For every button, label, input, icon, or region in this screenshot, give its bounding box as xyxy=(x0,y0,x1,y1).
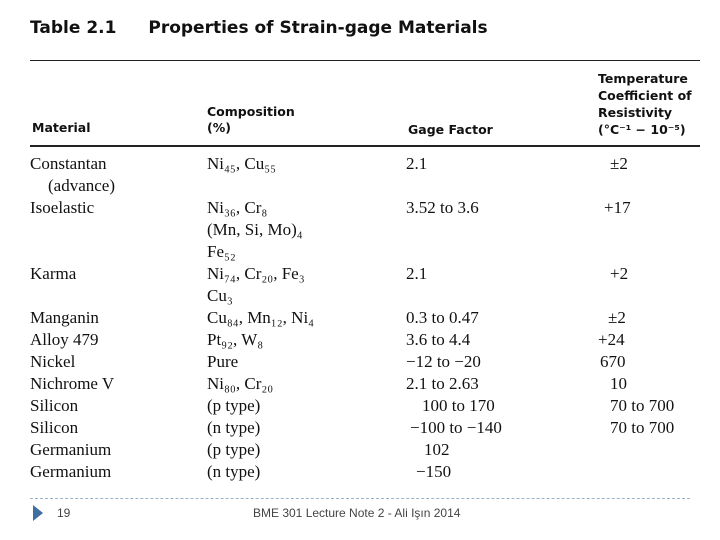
table-row-gage-factor: 2.1 xyxy=(406,264,428,283)
header-tcr-line2: Coefficient of xyxy=(598,88,692,103)
header-tcr-line1: Temperature xyxy=(598,71,688,86)
table-row-composition: Ni₄₅, Cu₅₅ xyxy=(207,154,277,173)
table-row-material: Germanium xyxy=(30,440,112,459)
table-row-composition-cont: Cu₃ xyxy=(207,286,233,305)
footer-divider xyxy=(30,498,690,499)
table-row-gage-factor: −150 xyxy=(416,462,452,481)
table-caption: Properties of Strain-gage Materials xyxy=(148,18,488,38)
table-row-composition-cont: Fe₅₂ xyxy=(207,242,236,261)
table-row-composition: Ni₈₀, Cr₂₀ xyxy=(207,374,274,393)
table-row-composition-cont: (Mn, Si, Mo)₄ xyxy=(207,220,303,239)
table-row-tcr: ±2 xyxy=(610,154,628,173)
table-row-composition: Ni₇₄, Cr₂₀, Fe₃ xyxy=(207,264,305,283)
header-composition-line2: (%) xyxy=(207,120,231,135)
table-row-composition: (p type) xyxy=(207,440,261,459)
table-row-gage-factor: 3.52 to 3.6 xyxy=(406,198,479,217)
footer-arrow-icon xyxy=(33,505,43,521)
table-row-tcr: ±2 xyxy=(608,308,626,327)
page-number: 19 xyxy=(57,506,71,520)
table-row-material: Silicon xyxy=(30,396,79,415)
table-row-composition: Ni₃₆, Cr₈ xyxy=(207,198,268,217)
table-row-tcr: 10 xyxy=(610,374,627,393)
header-rule xyxy=(30,145,700,147)
footer-text: BME 301 Lecture Note 2 - Ali Işın 2014 xyxy=(253,506,461,520)
table-row-composition: (n type) xyxy=(207,462,261,481)
table-row-composition: Pt₉₂, W₈ xyxy=(207,330,264,349)
table-row-material: Silicon xyxy=(30,418,79,437)
table-row-gage-factor: 100 to 170 xyxy=(422,396,495,415)
header-composition: Composition (%) xyxy=(207,104,295,136)
table-title: Table 2.1 Properties of Strain-gage Mate… xyxy=(30,18,488,38)
header-tcr-line4: (°C⁻¹ − 10⁻⁵) xyxy=(598,122,686,137)
table-row-material-cont: (advance) xyxy=(48,176,116,195)
table-row-tcr: +2 xyxy=(610,264,629,283)
table-row-material: Nickel xyxy=(30,352,76,371)
table-row-material: Manganin xyxy=(30,308,99,327)
header-material: Material xyxy=(32,120,91,135)
table-row-material: Nichrome V xyxy=(30,374,115,393)
table-row-composition: Cu₈₄, Mn₁₂, Ni₄ xyxy=(207,308,315,327)
table-row-tcr: 70 to 700 xyxy=(610,418,675,437)
table-row-gage-factor: −12 to −20 xyxy=(406,352,481,371)
header-gage-factor: Gage Factor xyxy=(408,122,493,137)
table-row-tcr: 70 to 700 xyxy=(610,396,675,415)
table-row-material: Isoelastic xyxy=(30,198,95,217)
header-temperature-coefficient: Temperature Coefficient of Resistivity (… xyxy=(598,70,692,138)
top-rule xyxy=(30,60,700,61)
header-composition-line1: Composition xyxy=(207,104,295,119)
table-row-composition: Pure xyxy=(207,352,239,371)
table-row-gage-factor: −100 to −140 xyxy=(410,418,502,437)
table-row-material: Karma xyxy=(30,264,77,283)
table-number: Table 2.1 xyxy=(30,18,117,38)
table-row-gage-factor: 102 xyxy=(424,440,450,459)
table-row-material: Alloy 479 xyxy=(30,330,99,349)
table-row-composition: (p type) xyxy=(207,396,261,415)
table-row-gage-factor: 2.1 to 2.63 xyxy=(406,374,479,393)
table-row-material: Constantan xyxy=(30,154,107,173)
table-row-material: Germanium xyxy=(30,462,112,481)
table-row-composition: (n type) xyxy=(207,418,261,437)
table-row-tcr: +17 xyxy=(604,198,631,217)
table-row-gage-factor: 0.3 to 0.47 xyxy=(406,308,479,327)
table-row-tcr: 670 xyxy=(600,352,626,371)
table-row-tcr: +24 xyxy=(598,330,625,349)
table-row-gage-factor: 3.6 to 4.4 xyxy=(406,330,471,349)
table-row-gage-factor: 2.1 xyxy=(406,154,428,173)
header-tcr-line3: Resistivity xyxy=(598,105,673,120)
